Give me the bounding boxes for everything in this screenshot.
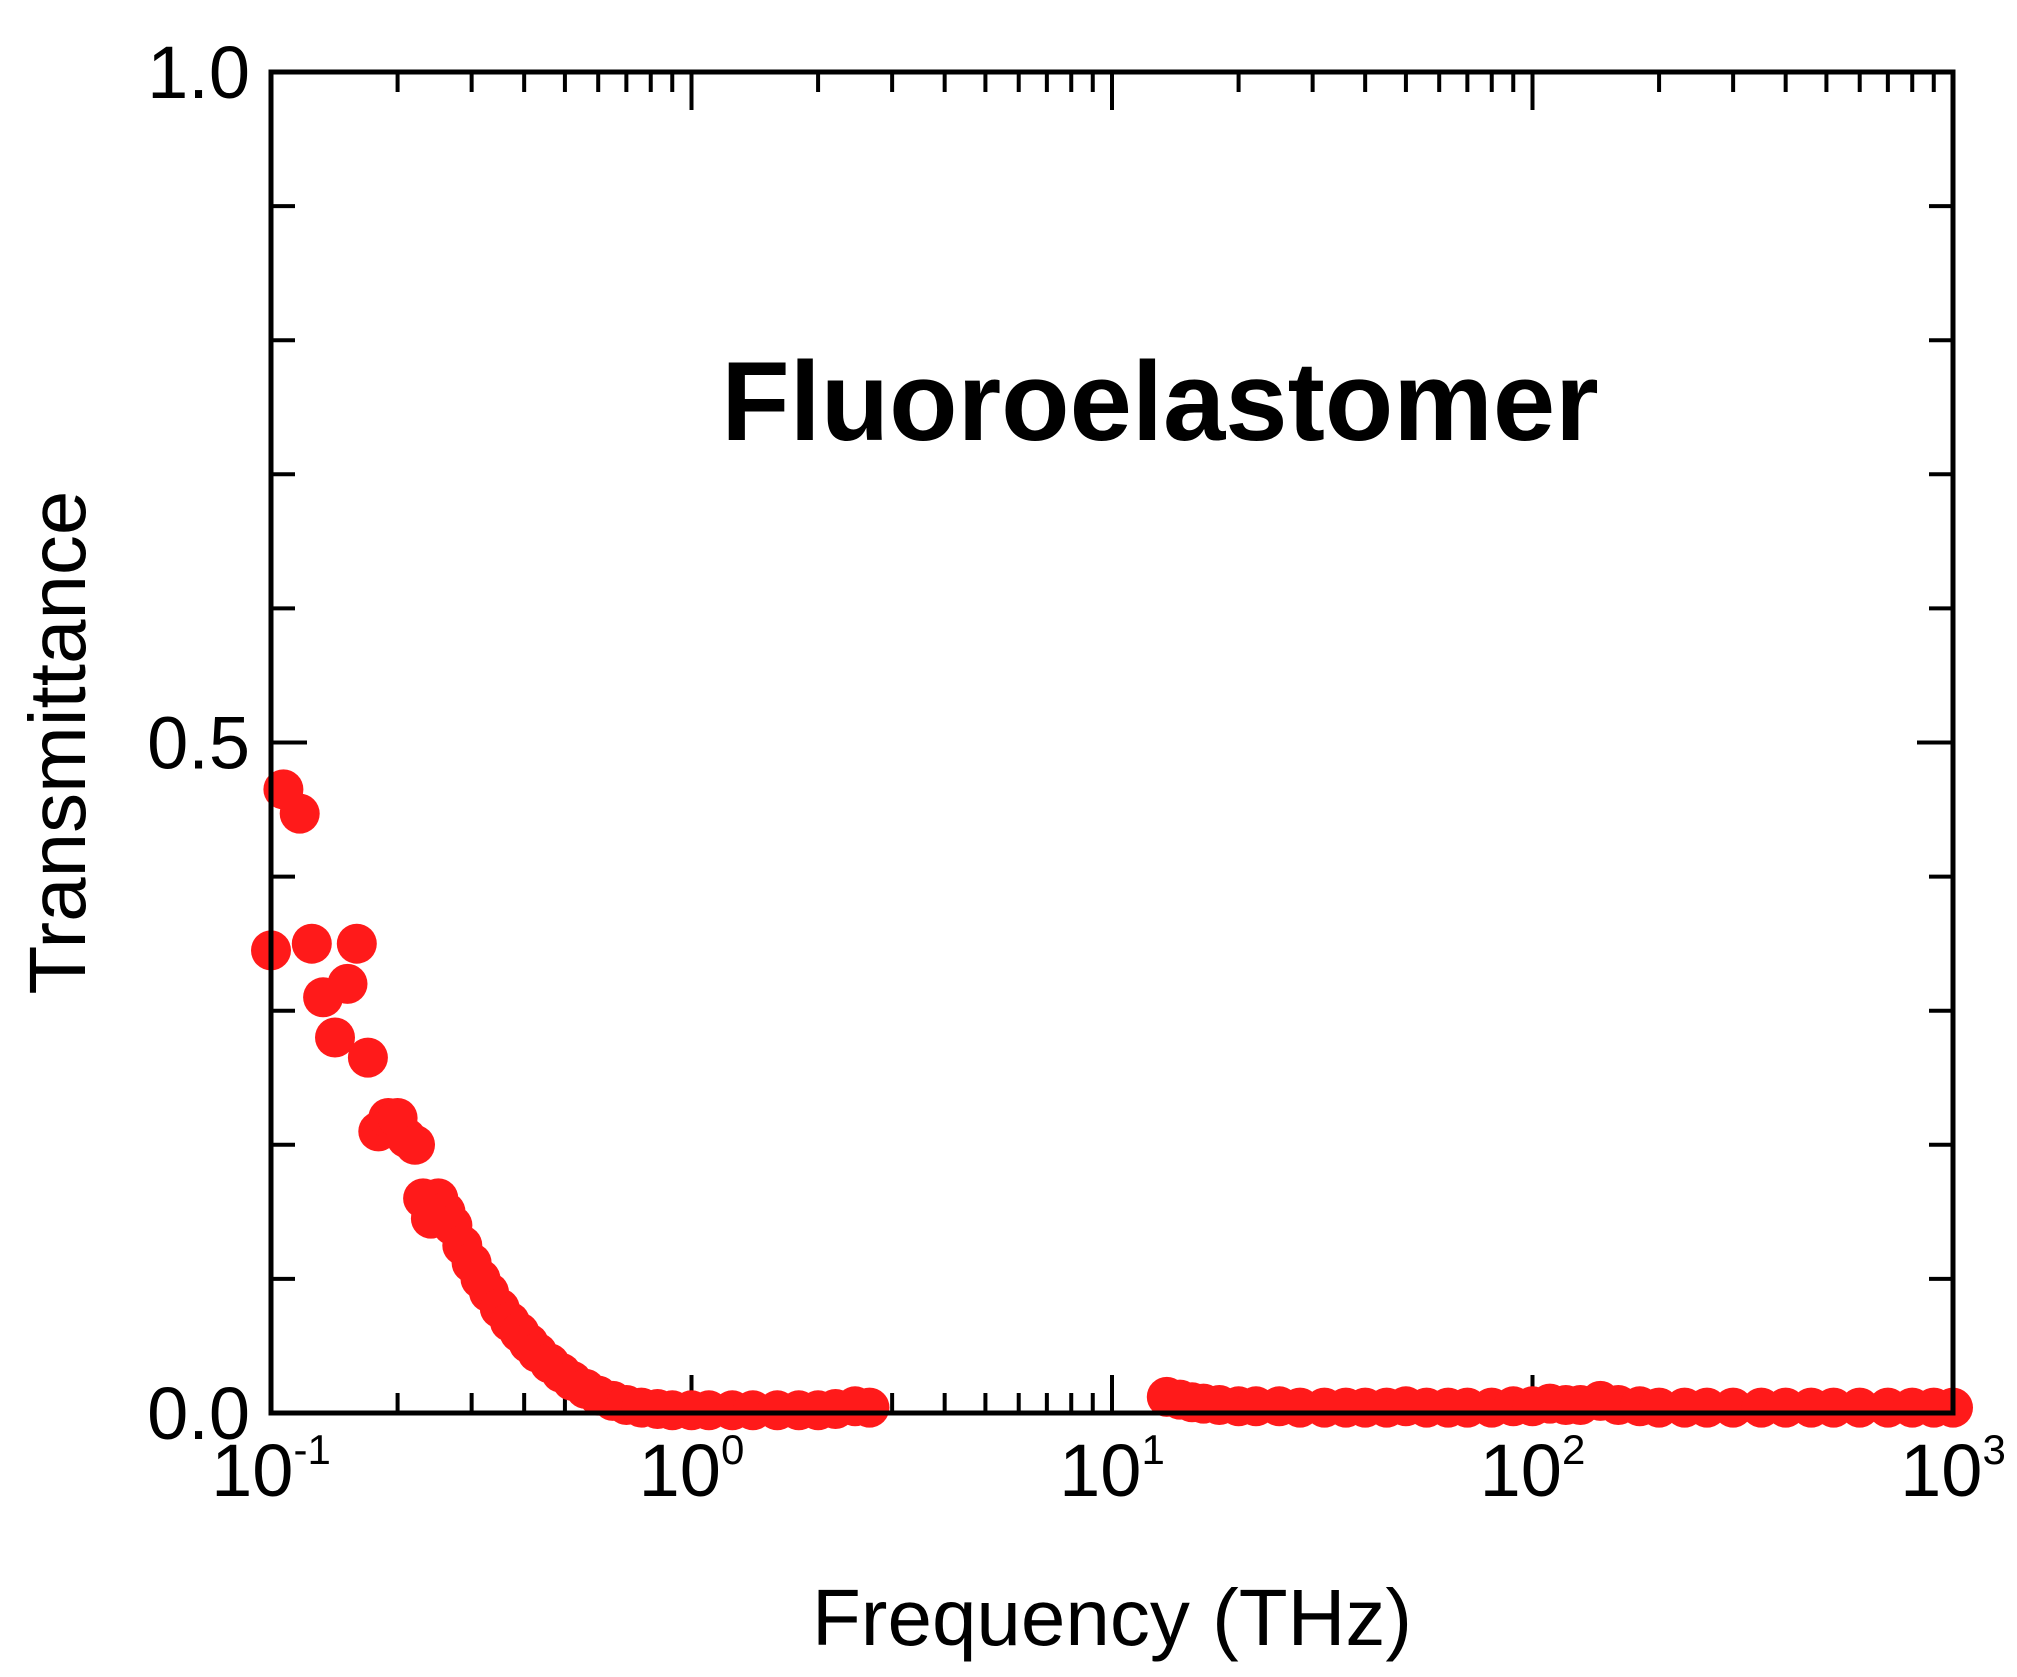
axis-ticks [269,70,1955,1415]
data-point [1839,1387,1880,1428]
x-tick-label: 101 [1059,1426,1165,1512]
data-point [315,1017,355,1058]
y-tick-label: 0.0 [147,1372,250,1455]
plot-frame [268,69,1956,1416]
x-tick-labels: 10-1 100 101 102 103 [211,1426,2006,1512]
y-axis-title: Transmittance [13,491,102,995]
data-point [849,1387,890,1428]
x-tick-label: 102 [1480,1426,1586,1512]
data-point [336,923,377,964]
y-tick-label: 1.0 [147,31,250,114]
data-points [251,769,1973,1431]
data-point [279,793,320,834]
y-tick-labels: 0.0 0.5 1.0 [147,31,250,1455]
data-point [327,963,368,1004]
data-point [347,1037,388,1078]
x-axis-title: Frequency (THz) [812,1573,1412,1662]
x-tick-label: 103 [1900,1426,2006,1512]
data-point [1713,1387,1754,1428]
x-tick-label: 100 [639,1426,745,1512]
data-point [291,923,332,964]
chart-annotation: Fluoroelastomer [721,339,1599,464]
data-point [395,1124,435,1165]
y-tick-label: 0.5 [147,702,250,785]
x-tick-label: 10-1 [211,1426,331,1512]
